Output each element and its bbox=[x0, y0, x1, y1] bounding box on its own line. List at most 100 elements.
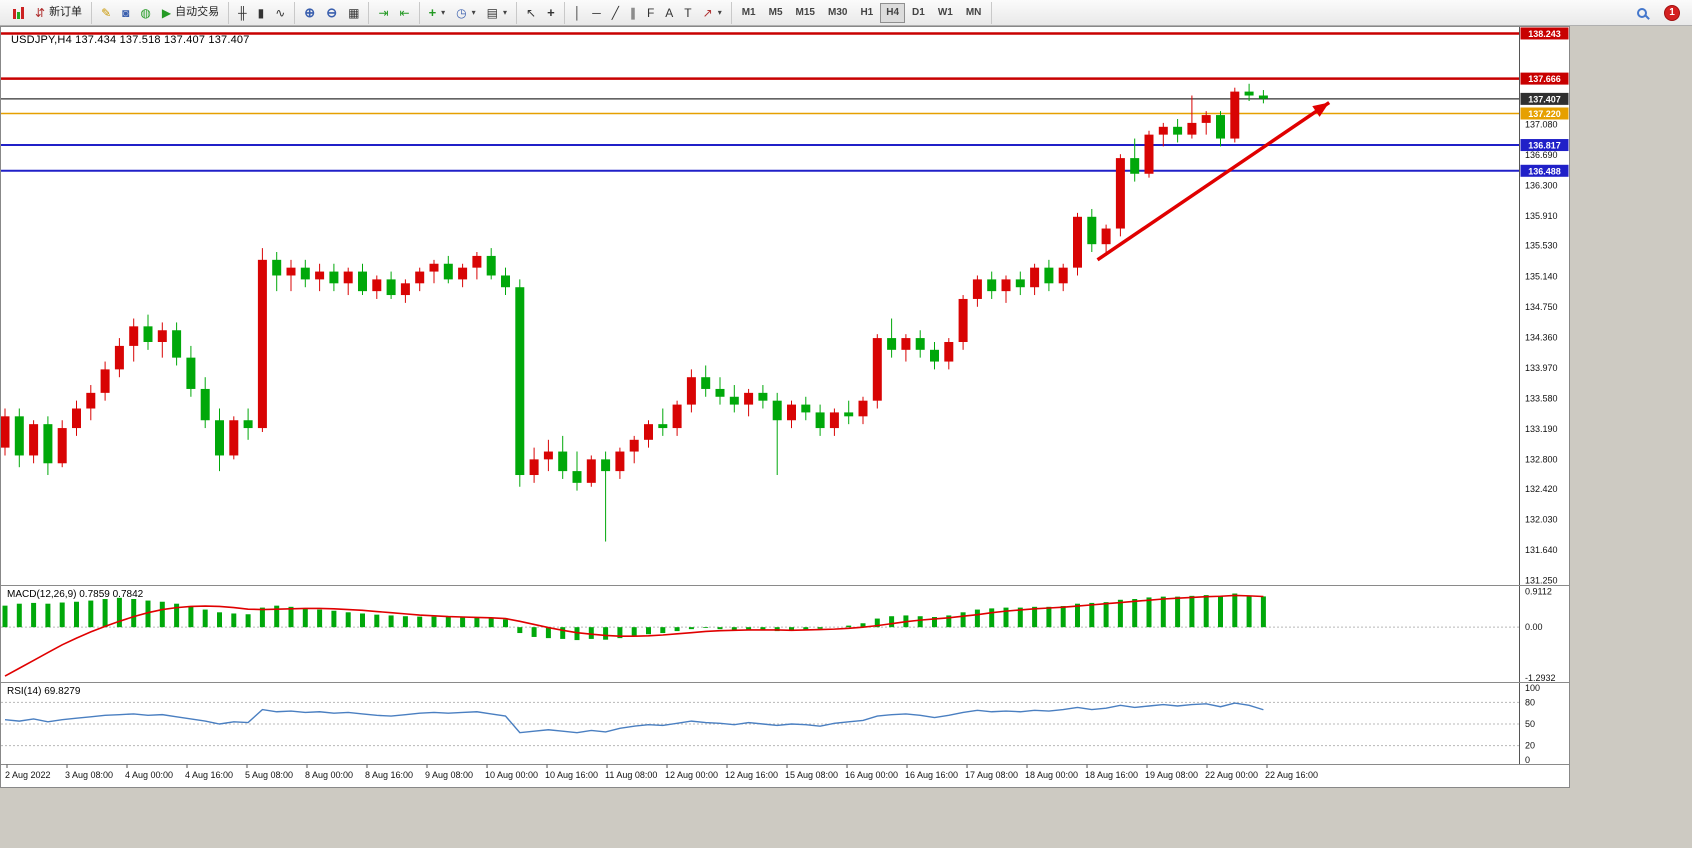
horizontal-line-button[interactable]: ─ bbox=[587, 3, 606, 23]
svg-text:134.750: 134.750 bbox=[1525, 302, 1558, 312]
metaeditor-button[interactable]: ✎ bbox=[96, 3, 116, 23]
autoplay-icon: ▶ bbox=[161, 5, 172, 20]
templates-icon: ▤ bbox=[486, 5, 499, 20]
zoom-in-icon: ⊕ bbox=[304, 5, 316, 20]
auto-trading-button[interactable]: ▶ 自动交易 bbox=[157, 3, 224, 23]
svg-text:138.243: 138.243 bbox=[1528, 29, 1561, 39]
cursor-button[interactable]: ↖ bbox=[521, 3, 541, 23]
svg-text:136.690: 136.690 bbox=[1525, 150, 1558, 160]
trend-line-icon: ╱ bbox=[611, 5, 619, 20]
svg-text:22 Aug 00:00: 22 Aug 00:00 bbox=[1205, 770, 1258, 780]
metaeditor-icon: ✎ bbox=[101, 5, 112, 20]
price-axis[interactable] bbox=[1519, 27, 1570, 787]
text-button[interactable]: A bbox=[660, 3, 678, 23]
svg-text:133.970: 133.970 bbox=[1525, 363, 1558, 373]
crosshair-button[interactable]: + bbox=[542, 3, 560, 23]
toolbar-group-drawing: │ ─ ╱ ∥ F A T ↗ ▾ bbox=[565, 1, 732, 24]
svg-text:15 Aug 08:00: 15 Aug 08:00 bbox=[785, 770, 838, 780]
tile-windows-icon: ▦ bbox=[348, 5, 360, 20]
periods-icon: ◷ bbox=[456, 5, 467, 20]
dropdown-icon: ▾ bbox=[471, 7, 476, 17]
new-order-button[interactable]: ⇵ 新订单 bbox=[30, 3, 87, 23]
svg-text:3 Aug 08:00: 3 Aug 08:00 bbox=[65, 770, 113, 780]
periods-button[interactable]: ◷ ▾ bbox=[451, 3, 481, 23]
auto-scroll-button[interactable]: ⇥ bbox=[373, 3, 393, 23]
dropdown-icon: ▾ bbox=[441, 7, 446, 17]
alerts-icon: ◍ bbox=[140, 5, 151, 20]
svg-text:4 Aug 00:00: 4 Aug 00:00 bbox=[125, 770, 173, 780]
vertical-line-button[interactable]: │ bbox=[569, 3, 587, 23]
tile-windows-button[interactable]: ▦ bbox=[343, 3, 364, 23]
timeframe-d1-button[interactable]: D1 bbox=[906, 3, 931, 23]
crosshair-icon: + bbox=[547, 5, 555, 20]
rsi-pane bbox=[1, 701, 1520, 747]
chart-shift-button[interactable]: ⇤ bbox=[395, 3, 415, 23]
candle-chart-icon: ▮ bbox=[257, 5, 265, 20]
dropdown-icon: ▾ bbox=[503, 7, 508, 17]
toolbar-group-scroll: ⇥ ⇤ bbox=[369, 1, 420, 24]
svg-text:10 Aug 00:00: 10 Aug 00:00 bbox=[485, 770, 538, 780]
arrows-tool-icon: ↗ bbox=[702, 5, 713, 20]
svg-text:0: 0 bbox=[1525, 755, 1530, 765]
cursor-icon: ↖ bbox=[526, 5, 537, 20]
trend-line-button[interactable]: ╱ bbox=[607, 3, 624, 23]
svg-text:8 Aug 16:00: 8 Aug 16:00 bbox=[365, 770, 413, 780]
channel-button[interactable]: ∥ bbox=[625, 3, 641, 23]
svg-text:133.190: 133.190 bbox=[1525, 424, 1558, 434]
timeframe-h4-button[interactable]: H4 bbox=[880, 2, 906, 23]
channel-icon: ∥ bbox=[629, 5, 636, 20]
search-button[interactable] bbox=[1632, 3, 1652, 23]
svg-text:18 Aug 00:00: 18 Aug 00:00 bbox=[1025, 770, 1078, 780]
svg-text:136.817: 136.817 bbox=[1528, 141, 1561, 151]
toolbar: ⇵ 新订单 ✎ ◙ ◍ ▶ 自动交易 ╫ ▮ ∿ ⊕ ⊖ ▦ ⇥ ⇤ bbox=[0, 0, 1692, 26]
svg-text:22 Aug 16:00: 22 Aug 16:00 bbox=[1265, 770, 1318, 780]
new-chart-button[interactable] bbox=[8, 3, 29, 23]
svg-text:136.300: 136.300 bbox=[1525, 180, 1558, 190]
timeframe-mn-button[interactable]: MN bbox=[960, 3, 988, 23]
add-indicator-button[interactable]: + ▾ bbox=[424, 3, 451, 23]
notification-badge[interactable]: 1 bbox=[1664, 4, 1680, 21]
timeframe-m15-button[interactable]: M15 bbox=[790, 3, 821, 23]
profiles-button[interactable]: ◙ bbox=[117, 3, 134, 23]
zoom-in-button[interactable]: ⊕ bbox=[299, 3, 320, 23]
svg-text:18 Aug 16:00: 18 Aug 16:00 bbox=[1085, 770, 1138, 780]
line-chart-button[interactable]: ∿ bbox=[270, 3, 290, 23]
candlesticks bbox=[1, 83, 1268, 542]
time-axis[interactable] bbox=[6, 764, 1268, 769]
text-tool-icon: A bbox=[665, 5, 674, 20]
timeframe-m5-button[interactable]: M5 bbox=[763, 3, 789, 23]
svg-text:5 Aug 08:00: 5 Aug 08:00 bbox=[245, 770, 293, 780]
new-order-label: 新订单 bbox=[49, 6, 83, 18]
alerts-button[interactable]: ◍ bbox=[135, 3, 155, 23]
bar-chart-icon: ╫ bbox=[238, 5, 247, 20]
svg-text:137.666: 137.666 bbox=[1528, 74, 1561, 84]
fibonacci-button[interactable]: F bbox=[642, 3, 659, 23]
svg-text:131.250: 131.250 bbox=[1525, 576, 1558, 586]
trend-arrow[interactable] bbox=[1096, 101, 1331, 262]
timeframe-m1-button[interactable]: M1 bbox=[736, 3, 762, 23]
level-lines[interactable] bbox=[1, 32, 1520, 172]
rsi-indicator-label: RSI(14) 69.8279 bbox=[7, 686, 81, 697]
chart-canvas[interactable]: 137.080 136.690 136.300 135.910 135.530 135.1… bbox=[1, 27, 1569, 787]
fibonacci-icon: F bbox=[646, 5, 655, 20]
zoom-out-button[interactable]: ⊖ bbox=[321, 3, 342, 23]
svg-text:4 Aug 16:00: 4 Aug 16:00 bbox=[185, 770, 233, 780]
svg-text:135.530: 135.530 bbox=[1525, 241, 1558, 251]
candlestick-button[interactable]: ▮ bbox=[253, 3, 270, 23]
label-button[interactable]: T bbox=[679, 3, 696, 23]
timeframe-m30-button[interactable]: M30 bbox=[822, 3, 853, 23]
svg-text:2 Aug 2022: 2 Aug 2022 bbox=[5, 770, 51, 780]
svg-text:137.080: 137.080 bbox=[1525, 119, 1558, 129]
toolbar-group-objects: + ▾ ◷ ▾ ▤ ▾ bbox=[420, 1, 518, 24]
timeframe-w1-button[interactable]: W1 bbox=[932, 3, 959, 23]
svg-text:-1.2932: -1.2932 bbox=[1525, 673, 1556, 683]
label-tool-icon: T bbox=[684, 5, 692, 20]
chart-window[interactable]: 137.080 136.690 136.300 135.910 135.530 135.1… bbox=[0, 26, 1570, 788]
timeframe-h1-button[interactable]: H1 bbox=[854, 3, 879, 23]
svg-text:20: 20 bbox=[1525, 741, 1535, 751]
bar-chart-button[interactable]: ╫ bbox=[233, 3, 252, 23]
templates-button[interactable]: ▤ ▾ bbox=[482, 3, 512, 23]
toolbar-group-zoom: ⊕ ⊖ ▦ bbox=[295, 1, 370, 24]
arrows-tool-button[interactable]: ↗ ▾ bbox=[698, 3, 727, 23]
line-chart-icon: ∿ bbox=[275, 5, 286, 20]
